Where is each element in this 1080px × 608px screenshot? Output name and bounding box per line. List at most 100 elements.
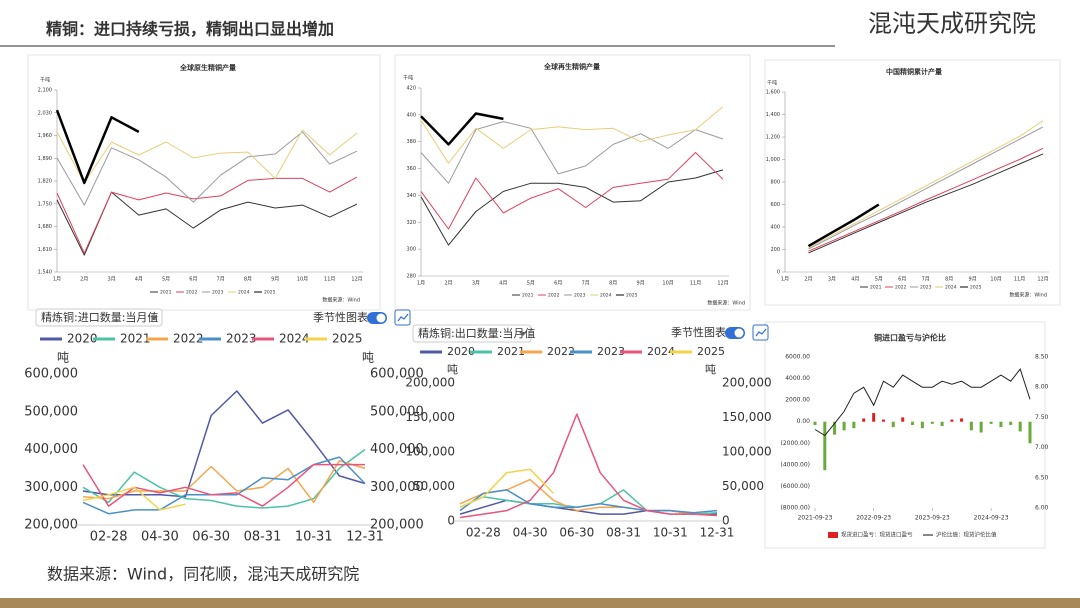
bar (862, 418, 866, 422)
series-line (82, 463, 365, 507)
y-tick-label: 1,610 (38, 247, 52, 253)
legend-label: 2024 (279, 332, 310, 346)
x-tick-label: 2月 (804, 277, 812, 283)
selector-arrow[interactable] (519, 332, 527, 336)
bar (950, 419, 954, 422)
y-tick-label: 2000.00 (785, 397, 810, 404)
selector-label[interactable]: 精炼铜:进口数量:当月值 (41, 310, 158, 324)
x-tick-label: 8月 (945, 277, 953, 283)
series-line (56, 176, 358, 254)
x-tick-label: 10-31 (653, 526, 688, 540)
x-tick-label: 11月 (1014, 277, 1025, 283)
y-tick-label: 1,600 (766, 90, 780, 96)
series-line (56, 129, 358, 184)
y-tick-label: 6.50 (1035, 474, 1049, 481)
source-note: 数据来源：Wind (1009, 292, 1047, 299)
y-tick-label: 100,000 (405, 445, 455, 459)
bar (1009, 421, 1013, 425)
x-tick-label: 1月 (781, 277, 789, 283)
bar (872, 413, 876, 422)
x-tick-label: 06-30 (559, 526, 594, 540)
legend-label: 2025 (697, 345, 725, 358)
bar (920, 421, 924, 429)
x-tick-label: 7月 (582, 281, 590, 287)
series-line (82, 456, 366, 515)
x-tick-label: 04-30 (513, 526, 548, 540)
x-tick-label: 04-30 (141, 530, 179, 545)
legend-label: 2022 (173, 332, 204, 346)
series-line (807, 203, 880, 248)
y-tick-label: 8.00 (1035, 384, 1049, 391)
chart-title: 铜进口盈亏与沪伦比 (874, 333, 946, 343)
x-tick-label: 9月 (637, 281, 645, 287)
x-tick-label: 02-28 (466, 526, 501, 540)
legend-label: 2021 (870, 285, 882, 291)
legend-label: 2023 (920, 285, 932, 291)
series-line (808, 126, 1044, 250)
y-tick-label: (2000.00) (781, 440, 811, 447)
series-line (808, 147, 1044, 252)
legend-label: 2022 (548, 293, 560, 299)
x-tick-label: 8月 (609, 281, 617, 287)
x-tick-label: 06-30 (192, 530, 230, 545)
y-tick-label: 200,000 (405, 376, 455, 390)
x-tick-label: 6月 (898, 277, 906, 283)
unit-label: 千吨 (40, 77, 50, 84)
toggle-knob[interactable] (376, 313, 386, 323)
chart-icon-line[interactable] (755, 328, 767, 337)
x-tick-label: 11月 (690, 281, 701, 287)
chart-title: 中国精铜累计产量 (886, 67, 942, 76)
bar (960, 418, 964, 422)
series-line (82, 486, 186, 511)
selector[interactable] (412, 324, 532, 343)
footer-source: 数据来源：Wind，同花顺，混沌天成研究院 (47, 565, 359, 584)
y-tick-label: 600 (770, 202, 780, 208)
legend-swatch (828, 532, 838, 538)
legend-label: 2022 (186, 290, 198, 296)
toggle-knob[interactable] (734, 328, 744, 338)
chart-frame (764, 59, 1061, 306)
y-tick-label: 8.50 (1035, 354, 1049, 361)
x-tick-label: 12-31 (346, 530, 384, 545)
x-tick-label: 3月 (107, 277, 115, 283)
y-tick-label: 1,680 (38, 224, 52, 230)
y-tick-label: 400 (770, 225, 780, 231)
bar (979, 421, 983, 433)
y-tick-label: 600,000 (24, 367, 78, 382)
bar (911, 421, 915, 425)
series-line (420, 169, 724, 246)
y-tick-label: 150,000 (722, 410, 772, 424)
legend-label: 2021 (497, 345, 525, 358)
selector[interactable] (35, 308, 163, 327)
y-tick-label: 500,000 (24, 404, 78, 419)
y-tick-label: 200 (770, 247, 780, 253)
x-tick-label: 2023-09-23 (915, 515, 950, 522)
y-tick-label: 400,000 (370, 442, 424, 457)
y-tick-label: 150,000 (405, 410, 455, 424)
series-line (459, 489, 718, 514)
y-tick-label: 320 (406, 220, 416, 226)
x-tick-label: 2022-09-23 (856, 515, 891, 522)
x-tick-label: 4月 (851, 277, 859, 283)
x-tick-label: 3月 (828, 277, 836, 283)
selector-arrow[interactable] (150, 316, 158, 320)
unit-label: 吨 (705, 363, 716, 376)
x-tick-label: 9月 (969, 277, 977, 283)
y-tick-label: 400,000 (24, 442, 78, 457)
x-tick-label: 11月 (324, 277, 335, 283)
chart-icon-line[interactable] (397, 313, 409, 322)
x-tick-label: 5月 (527, 281, 535, 287)
y-tick-label: 1,000 (766, 157, 780, 163)
chart-title: 全球再生精铜产量 (543, 62, 600, 71)
x-tick-label: 02-28 (90, 530, 128, 545)
x-tick-label: 2021-09-23 (798, 515, 833, 522)
selector-label[interactable]: 精炼铜:出口数量:当月值 (418, 326, 535, 340)
legend-label: 2023 (212, 290, 224, 296)
x-tick-label: 7月 (922, 277, 930, 283)
source-note: 数据来源：Wind (707, 300, 745, 307)
chart-frame (27, 54, 381, 311)
x-tick-label: 10月 (990, 277, 1001, 283)
x-tick-label: 12月 (1037, 277, 1048, 283)
legend-label: 2020 (67, 332, 98, 346)
y-tick-label: 340 (406, 193, 416, 199)
